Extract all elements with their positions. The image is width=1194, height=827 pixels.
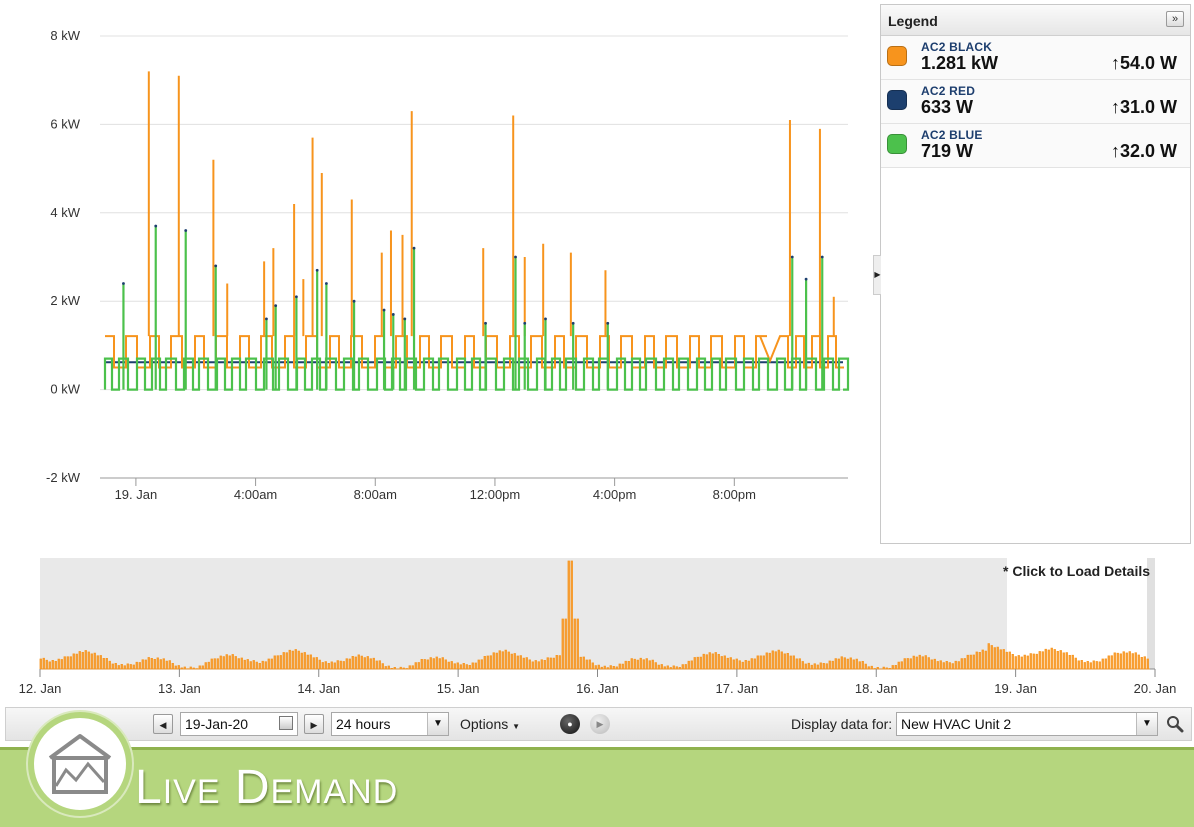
navigator-tick-label: 18. Jan	[855, 681, 898, 696]
legend-series-value: 719 W	[921, 141, 974, 161]
spike-top-marker	[403, 317, 407, 321]
legend-series-name: AC2 RED	[921, 84, 976, 98]
legend-series-value: 1.281 kW	[921, 53, 999, 73]
navigator-chart[interactable]: 12. Jan 13. Jan 14. Jan 15. Jan 16. Jan 17. J…	[0, 550, 1194, 700]
spike-top-marker	[214, 264, 218, 268]
navigator-tick-label: 15. Jan	[437, 681, 480, 696]
legend-series-value: 633 W	[921, 97, 974, 117]
spike-top-marker	[606, 321, 610, 325]
legend-swatch	[887, 46, 907, 66]
x-tick-label: 12:00pm	[470, 487, 521, 502]
spike-top-marker	[391, 313, 395, 316]
legend-swatch	[887, 90, 907, 110]
navigator-tick-label: 17. Jan	[716, 681, 759, 696]
navigator-scroll-handle	[1147, 558, 1155, 669]
search-icon[interactable]	[1166, 715, 1184, 733]
x-tick-label: 19. Jan	[115, 487, 158, 502]
house-icon	[48, 734, 112, 794]
spike-top-marker	[484, 321, 487, 325]
series-line-ac2-blue	[103, 357, 850, 391]
legend-series-name: AC2 BLACK	[921, 40, 993, 54]
legend-series-name: AC2 BLUE	[921, 128, 983, 142]
site-select[interactable]: New HVAC Unit 2 ▼	[896, 712, 1158, 736]
spike-top-marker	[352, 299, 356, 303]
y-tick-label: 8 kW	[50, 28, 80, 43]
y-tick-label: -2 kW	[46, 470, 81, 485]
y-tick-label: 6 kW	[50, 116, 80, 131]
spike-top-marker	[382, 308, 386, 312]
spike-top-marker	[412, 246, 416, 250]
clock-icon: ●	[567, 719, 573, 729]
play-button[interactable]: ▶	[590, 714, 610, 734]
click-to-load-note[interactable]: * Click to Load Details	[1003, 563, 1151, 579]
history-button[interactable]: ●	[560, 714, 580, 734]
legend-header: Legend »	[881, 5, 1190, 36]
spike-top-marker	[820, 255, 824, 259]
x-tick-label: 4:00am	[234, 487, 277, 502]
navigator-area-ac2-black	[39, 560, 1150, 670]
spike-top-marker	[122, 282, 125, 285]
spike-top-marker	[325, 282, 328, 285]
spike-top-marker	[804, 277, 808, 281]
play-icon: ▶	[596, 719, 604, 729]
site-select-value: New HVAC Unit 2	[901, 716, 1012, 732]
y-tick-label: 2 kW	[50, 293, 80, 308]
legend-swatch	[887, 134, 907, 154]
navigator-out-of-range	[40, 558, 1007, 669]
live-demand-banner: Live Demand	[0, 747, 1194, 827]
legend-item-ac2-red[interactable]: AC2 RED 633 W ↑31.0 W	[881, 80, 1190, 124]
options-menu[interactable]: Options ▼	[460, 716, 520, 732]
spike-top-marker	[544, 317, 547, 321]
demand-line-chart: 8 kW 6 kW 4 kW 2 kW 0 kW -2 kW 19. Jan 4:00am 8:…	[46, 28, 850, 502]
spike-top-marker	[265, 317, 268, 321]
navigator-tick-label: 12. Jan	[19, 681, 62, 696]
x-tick-label: 8:00pm	[713, 487, 756, 502]
legend-item-ac2-blue[interactable]: AC2 BLUE 719 W ↑32.0 W	[881, 124, 1190, 168]
house-chart-logo	[28, 712, 132, 816]
spike-top-marker	[295, 295, 298, 299]
navigator-tick-label: 19. Jan	[994, 681, 1037, 696]
spike-top-marker	[523, 321, 527, 325]
navigator-tick-label: 13. Jan	[158, 681, 201, 696]
display-data-for-label: Display data for:	[791, 716, 893, 732]
options-label: Options	[460, 716, 509, 732]
date-input[interactable]	[180, 712, 298, 736]
legend-title: Legend	[888, 13, 938, 29]
navigator-tick-label: 20. Jan	[1134, 681, 1177, 696]
x-tick-label: 8:00am	[354, 487, 397, 502]
y-tick-label: 0 kW	[50, 382, 80, 397]
collapse-legend-icon[interactable]: »	[1166, 11, 1184, 27]
calendar-icon[interactable]	[279, 716, 293, 730]
range-select[interactable]: 24 hours ▼	[331, 712, 449, 736]
legend-panel: Legend » AC2 BLACK 1.281 kW ↑54.0 W AC2 …	[880, 4, 1191, 544]
spike-top-marker	[274, 304, 278, 308]
spike-top-marker	[154, 224, 158, 228]
legend-series-delta: ↑32.0 W	[1110, 141, 1177, 161]
legend-toggle-handle[interactable]: ▶	[873, 255, 881, 295]
legend-series-delta: ↑54.0 W	[1110, 53, 1177, 73]
caret-down-icon: ▼	[512, 722, 521, 731]
chevron-down-icon: ▼	[427, 713, 448, 735]
chevron-down-icon: ▼	[1136, 713, 1157, 735]
spike-top-marker	[315, 268, 319, 272]
y-tick-label: 4 kW	[50, 205, 80, 220]
legend-item-ac2-black[interactable]: AC2 BLACK 1.281 kW ↑54.0 W	[881, 36, 1190, 80]
x-tick-label: 4:00pm	[593, 487, 636, 502]
next-period-button[interactable]: ▶	[304, 714, 324, 734]
previous-period-button[interactable]: ◀	[153, 714, 173, 734]
navigator-tick-label: 16. Jan	[576, 681, 619, 696]
toolbar: ◀ ▶ 24 hours ▼ Options ▼ ● ▶ Display dat…	[5, 707, 1192, 741]
legend-series-delta: ↑31.0 W	[1110, 97, 1177, 117]
arrow-left-icon: ◀	[159, 720, 167, 730]
spike-top-marker	[184, 229, 188, 232]
banner-title: Live Demand	[135, 761, 399, 814]
spike-top-marker	[514, 255, 517, 259]
spike-top-marker	[571, 321, 575, 325]
range-select-value: 24 hours	[336, 716, 391, 732]
spike-top-marker	[790, 255, 794, 259]
navigator-tick-label: 14. Jan	[297, 681, 340, 696]
arrow-right-icon: ▶	[310, 720, 318, 730]
